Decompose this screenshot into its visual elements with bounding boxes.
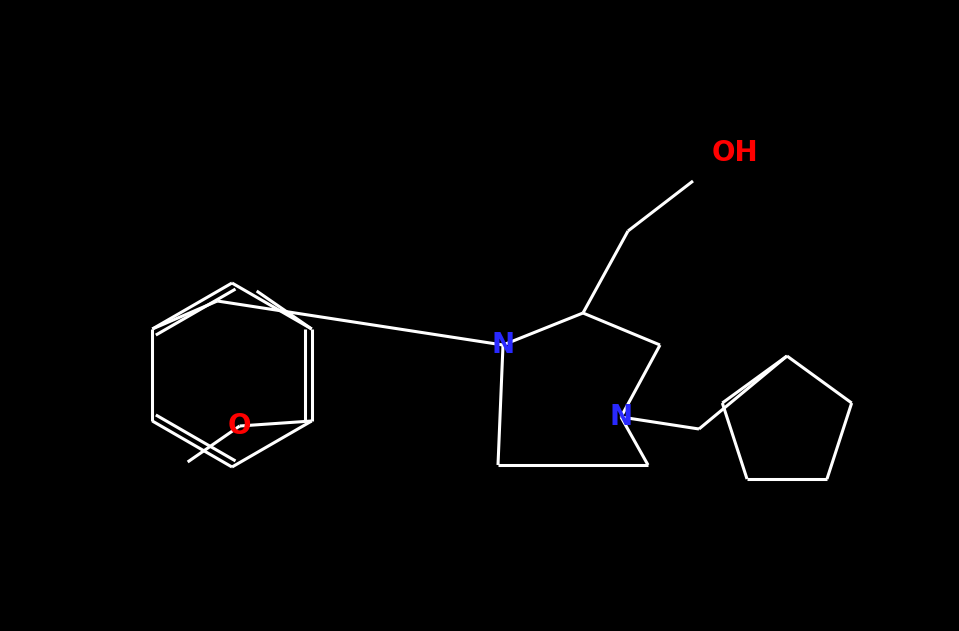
Text: O: O (228, 412, 251, 440)
Text: N: N (491, 331, 515, 359)
Text: OH: OH (712, 139, 759, 167)
Text: N: N (609, 403, 633, 431)
